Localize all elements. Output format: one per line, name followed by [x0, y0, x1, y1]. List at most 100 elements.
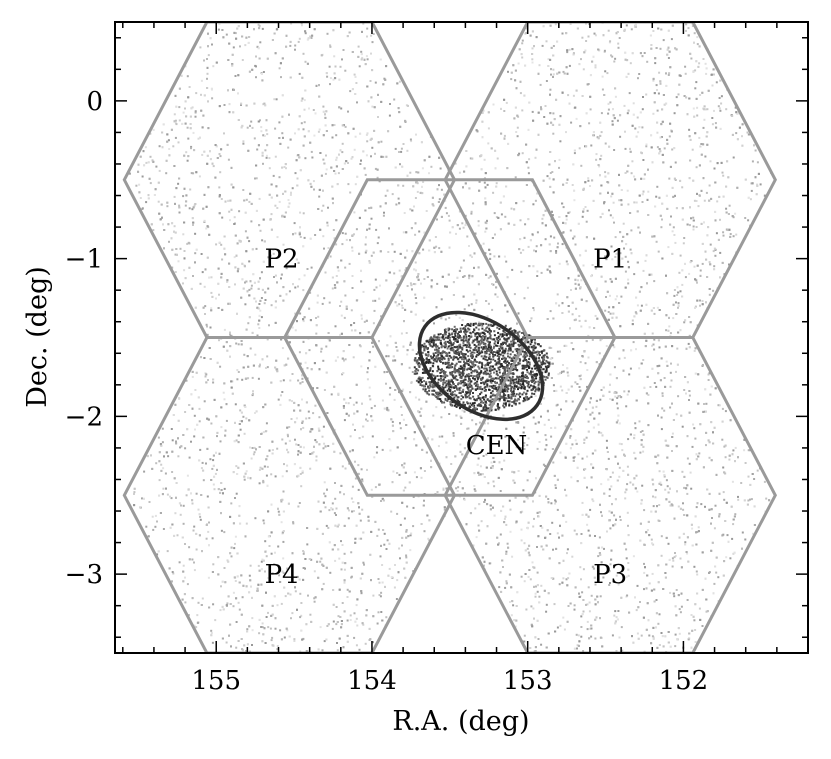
source-point	[744, 178, 747, 181]
source-point	[156, 553, 159, 556]
source-point	[405, 536, 408, 539]
source-point	[578, 375, 581, 378]
source-point	[493, 255, 496, 258]
source-point	[493, 212, 496, 215]
source-point	[552, 548, 554, 551]
source-point	[722, 491, 725, 494]
source-point	[611, 258, 614, 261]
source-point	[594, 267, 597, 270]
source-point	[218, 293, 220, 296]
source-point	[732, 449, 735, 452]
source-point	[295, 417, 298, 420]
source-point	[296, 575, 299, 578]
source-point	[310, 266, 313, 269]
source-point	[619, 519, 622, 521]
source-point	[286, 448, 288, 451]
source-point	[654, 62, 657, 65]
source-point	[371, 105, 374, 108]
source-point	[303, 99, 306, 102]
source-point	[721, 171, 724, 174]
source-point	[520, 528, 523, 531]
source-point	[472, 392, 474, 394]
source-point	[544, 448, 547, 451]
source-point	[579, 566, 582, 569]
source-point	[444, 406, 446, 409]
source-point	[240, 103, 242, 106]
source-point	[324, 506, 327, 509]
source-point	[331, 287, 334, 290]
source-point	[272, 174, 275, 177]
source-point	[323, 481, 326, 484]
source-point	[471, 404, 473, 406]
source-point	[677, 93, 680, 96]
source-point	[605, 258, 608, 261]
source-point	[669, 371, 672, 374]
source-point	[374, 486, 377, 489]
source-point	[325, 345, 328, 348]
source-point	[362, 150, 365, 153]
source-point	[201, 550, 203, 553]
source-point	[293, 401, 296, 404]
source-point	[521, 56, 524, 59]
source-point	[151, 515, 154, 518]
source-point	[210, 307, 213, 310]
source-point	[575, 307, 578, 310]
source-point	[435, 245, 438, 248]
source-point	[603, 547, 605, 550]
source-point	[405, 267, 408, 270]
source-point	[486, 183, 489, 186]
source-point	[670, 379, 673, 382]
source-point	[666, 138, 669, 141]
source-point	[694, 305, 697, 308]
source-point	[360, 53, 363, 56]
source-point	[524, 223, 527, 226]
source-point	[376, 534, 379, 537]
source-point	[697, 526, 700, 529]
source-point	[646, 60, 649, 63]
source-point	[618, 173, 620, 176]
source-point	[665, 479, 668, 482]
source-point	[264, 540, 267, 543]
source-point	[662, 39, 665, 42]
source-point	[533, 309, 535, 312]
source-point	[611, 120, 614, 123]
source-point	[345, 238, 348, 241]
source-point	[186, 242, 189, 245]
source-point	[563, 344, 566, 347]
source-point	[274, 321, 277, 324]
source-point	[458, 481, 461, 483]
source-point	[675, 614, 678, 617]
source-point	[398, 80, 401, 83]
source-point	[642, 269, 645, 272]
source-point	[354, 183, 357, 186]
source-point	[280, 602, 283, 605]
source-point	[444, 376, 447, 379]
source-point	[336, 642, 338, 644]
source-point	[750, 182, 753, 185]
source-point	[607, 191, 609, 194]
source-point	[300, 602, 303, 604]
source-point	[495, 182, 498, 185]
source-point	[595, 158, 598, 161]
source-point	[237, 343, 240, 346]
source-point	[566, 51, 569, 54]
source-point	[252, 453, 255, 456]
source-point	[726, 160, 729, 163]
source-point	[696, 106, 699, 109]
source-point	[659, 47, 662, 50]
source-point	[479, 155, 482, 158]
source-point	[263, 465, 266, 468]
source-point	[332, 620, 335, 623]
source-point	[686, 223, 689, 226]
source-point	[301, 24, 303, 27]
source-point	[371, 146, 374, 149]
source-point	[319, 626, 322, 629]
source-point	[370, 488, 373, 491]
source-point	[172, 145, 175, 148]
source-point	[326, 32, 329, 35]
source-point	[220, 243, 223, 246]
source-point	[494, 293, 497, 296]
source-point	[618, 466, 621, 469]
source-point	[686, 599, 689, 601]
source-point	[360, 365, 363, 368]
